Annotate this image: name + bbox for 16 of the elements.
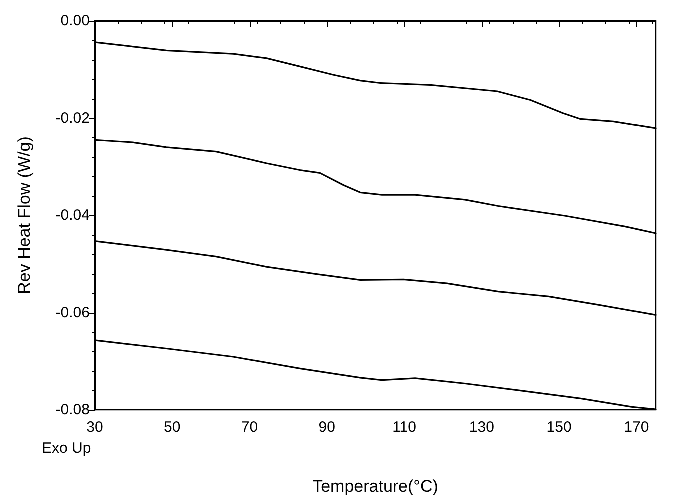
text: Exo Up <box>42 440 92 457</box>
x-tick-label: 30 <box>86 419 104 436</box>
y-axis-title: Rev Heat Flow (W/g) <box>15 136 34 294</box>
x-tick-label: 90 <box>318 419 336 436</box>
y-tick-label: 0.00 <box>60 12 90 30</box>
x-tick-label: 50 <box>164 419 181 436</box>
x-tick-label: 70 <box>241 419 258 436</box>
x-tick-label: 130 <box>469 419 494 436</box>
x-tick-label: 110 <box>392 419 416 436</box>
x-tick-label: 150 <box>546 419 572 436</box>
y-tick-label: -0.04 <box>56 207 90 224</box>
y-tick-label: -0.02 <box>56 110 90 127</box>
y-tick-label: -0.08 <box>56 402 90 418</box>
y-tick-label: -0.06 <box>56 304 90 322</box>
x-tick-label: 170 <box>624 419 650 436</box>
x-axis-title: Temperature(°C) <box>312 477 438 496</box>
